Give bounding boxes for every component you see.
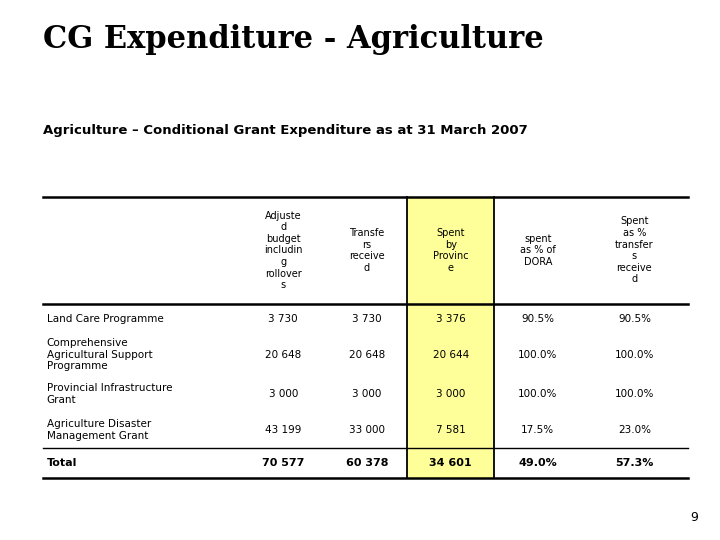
Text: 9: 9 <box>690 511 698 524</box>
Text: 20 644: 20 644 <box>433 350 469 360</box>
Text: CG Expenditure - Agriculture: CG Expenditure - Agriculture <box>43 24 544 55</box>
Text: 60 378: 60 378 <box>346 458 388 468</box>
Text: 43 199: 43 199 <box>265 425 302 435</box>
Text: spent
as % of
DORA: spent as % of DORA <box>520 234 556 267</box>
Text: Spent
by
Provinc
e: Spent by Provinc e <box>433 228 469 273</box>
Text: 3 730: 3 730 <box>352 314 382 324</box>
Text: 20 648: 20 648 <box>265 350 302 360</box>
Text: 57.3%: 57.3% <box>616 458 654 468</box>
Text: 100.0%: 100.0% <box>518 350 557 360</box>
Bar <box>408 197 495 478</box>
Text: 20 648: 20 648 <box>349 350 385 360</box>
Text: 3 000: 3 000 <box>436 389 465 399</box>
Text: 3 376: 3 376 <box>436 314 466 324</box>
Text: 49.0%: 49.0% <box>518 458 557 468</box>
Text: Spent
as %
transfer
s
receive
d: Spent as % transfer s receive d <box>615 217 654 285</box>
Text: Agriculture Disaster
Management Grant: Agriculture Disaster Management Grant <box>47 419 151 441</box>
Text: 100.0%: 100.0% <box>615 350 654 360</box>
Text: 17.5%: 17.5% <box>521 425 554 435</box>
Text: 90.5%: 90.5% <box>618 314 651 324</box>
Text: Total: Total <box>47 458 77 468</box>
Text: 100.0%: 100.0% <box>518 389 557 399</box>
Text: 23.0%: 23.0% <box>618 425 651 435</box>
Text: 3 730: 3 730 <box>269 314 298 324</box>
Text: Adjuste
d
budget
includin
g
rollover
s: Adjuste d budget includin g rollover s <box>264 211 302 291</box>
Text: 100.0%: 100.0% <box>615 389 654 399</box>
Text: 7 581: 7 581 <box>436 425 466 435</box>
Text: 3 000: 3 000 <box>352 389 382 399</box>
Text: Comprehensive
Agricultural Support
Programme: Comprehensive Agricultural Support Progr… <box>47 338 153 372</box>
Text: 3 000: 3 000 <box>269 389 298 399</box>
Text: 70 577: 70 577 <box>262 458 305 468</box>
Text: Agriculture – Conditional Grant Expenditure as at 31 March 2007: Agriculture – Conditional Grant Expendit… <box>43 124 528 137</box>
Text: 33 000: 33 000 <box>349 425 385 435</box>
Text: 34 601: 34 601 <box>429 458 472 468</box>
Text: Transfe
rs
receive
d: Transfe rs receive d <box>349 228 384 273</box>
Text: 90.5%: 90.5% <box>521 314 554 324</box>
Text: Provincial Infrastructure
Grant: Provincial Infrastructure Grant <box>47 383 172 404</box>
Text: Land Care Programme: Land Care Programme <box>47 314 163 324</box>
